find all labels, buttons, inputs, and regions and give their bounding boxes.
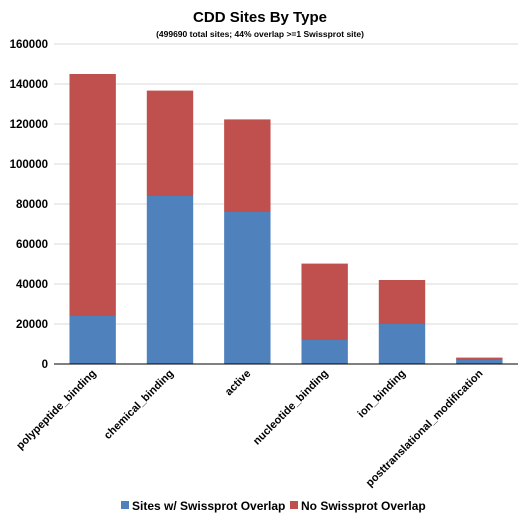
x-tick-label: polypeptide_binding [14,368,99,453]
bar-segment-no-swissprot-overlap [378,280,426,324]
bar-segment-no-swissprot-overlap [146,90,194,196]
bar-segment-swissprot-overlap [456,360,503,364]
x-tick-label: chemical_binding [102,368,176,442]
y-tick-label: 140000 [10,79,48,91]
y-tick-label: 80000 [16,199,48,211]
legend-swatch-swissprot-overlap [121,501,129,509]
bar-segment-swissprot-overlap [146,196,194,364]
y-tick-label: 20000 [16,319,48,331]
y-tick-label: 120000 [10,119,48,131]
bar-segment-no-swissprot-overlap [456,357,503,360]
y-tick-label: 60000 [16,239,48,251]
gridlines [54,43,518,325]
y-tick-label: 100000 [10,159,48,171]
bars [69,74,503,364]
x-tick-label: nucleotide_binding [251,368,331,448]
bar-segment-swissprot-overlap [301,340,348,364]
bar-segment-swissprot-overlap [378,324,426,364]
bar-segment-swissprot-overlap [224,212,271,364]
x-axis-ticks: polypeptide_binding chemical_binding activ… [14,367,485,489]
bar-segment-no-swissprot-overlap [69,74,116,316]
y-axis-ticks: 0 20000 40000 60000 80000 100000 120000 140000 1… [10,39,48,371]
y-tick-label: 160000 [10,39,48,51]
bar-segment-no-swissprot-overlap [224,119,271,212]
bar-segment-swissprot-overlap [69,316,116,364]
bar-segment-no-swissprot-overlap [301,263,348,340]
legend-swatch-no-swissprot-overlap [290,501,298,509]
chart-title: CDD Sites By Type [193,9,327,26]
x-tick-label: ion_binding [356,368,409,421]
legend: Sites w/ Swissprot Overlap No Swissprot O… [121,499,426,513]
y-tick-label: 0 [42,359,48,371]
y-tick-label: 40000 [16,279,48,291]
legend-label-swissprot-overlap: Sites w/ Swissprot Overlap [132,499,285,513]
x-tick-label: active [223,368,254,399]
legend-label-no-swissprot-overlap: No Swissprot Overlap [301,499,426,513]
chart-subtitle: (499690 total sites; 44% overlap >=1 Swi… [156,29,364,39]
